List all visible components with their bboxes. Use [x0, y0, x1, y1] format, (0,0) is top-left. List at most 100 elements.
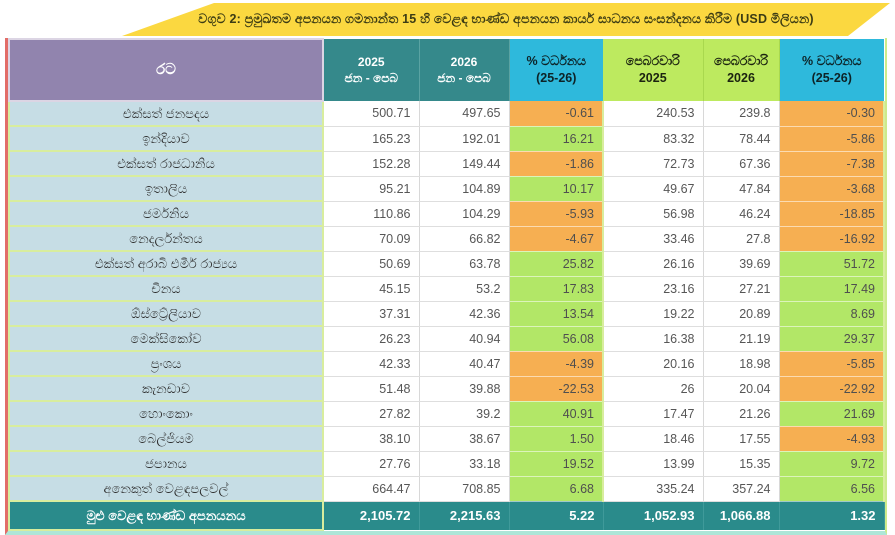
- export-value-cell: 78.44: [703, 126, 780, 152]
- export-value-cell: 53.2: [419, 276, 510, 302]
- export-value-cell: 19.22: [603, 301, 704, 327]
- export-value-cell: 13.99: [603, 451, 704, 477]
- growth-percent-cell: -4.67: [509, 226, 604, 252]
- export-value-cell: 17.55: [703, 426, 780, 452]
- total-value-cell: 1.32: [779, 501, 885, 530]
- export-value-cell: 149.44: [419, 151, 510, 177]
- table-frame: රට 2025 ජන - පෙබ 2026 ජන - පෙබ% වර්ධනය (25-26…: [5, 38, 887, 535]
- export-value-cell: 152.28: [323, 151, 420, 177]
- growth-percent-cell: -4.39: [509, 351, 604, 377]
- export-value-cell: 21.26: [703, 401, 780, 427]
- export-value-cell: 37.31: [323, 301, 420, 327]
- export-value-cell: 42.33: [323, 351, 420, 377]
- growth-percent-cell: 1.50: [509, 426, 604, 452]
- export-value-cell: 56.98: [603, 201, 704, 227]
- growth-percent-cell: -3.68: [779, 176, 885, 202]
- export-value-cell: 49.67: [603, 176, 704, 202]
- table-row: ජර්මනිය 110.86 104.29 -5.93 56.98 46.24 -18.85: [8, 200, 885, 227]
- table-row: හොංකොං 27.82 39.2 40.91 17.47 21.26 21.69: [8, 400, 885, 427]
- header-2025-jan-feb: 2025 ජන - පෙබ: [323, 39, 420, 101]
- export-value-cell: 27.82: [323, 401, 420, 427]
- header-row: රට 2025 ජන - පෙබ 2026 ජන - පෙබ% වර්ධනය (25-26…: [8, 38, 884, 102]
- growth-percent-cell: 19.52: [509, 451, 604, 477]
- export-value-cell: 104.89: [419, 176, 510, 202]
- export-value-cell: 50.69: [323, 251, 420, 277]
- export-value-cell: 39.2: [419, 401, 510, 427]
- country-cell: ප්‍රංශය: [8, 350, 324, 377]
- total-row: මුළු වෙළඳ භාණ්ඩ අපනයනය 2,105.72 2,215.63 5.…: [8, 500, 885, 531]
- growth-percent-cell: -22.92: [779, 376, 885, 402]
- growth-percent-cell: 56.08: [509, 326, 604, 352]
- export-value-cell: 66.82: [419, 226, 510, 252]
- growth-percent-cell: 9.72: [779, 451, 885, 477]
- export-value-cell: 27.8: [703, 226, 780, 252]
- export-value-cell: 26.23: [323, 326, 420, 352]
- export-value-cell: 39.88: [419, 376, 510, 402]
- export-value-cell: 95.21: [323, 176, 420, 202]
- export-value-cell: 51.48: [323, 376, 420, 402]
- total-value-cell: 1,066.88: [703, 501, 780, 530]
- export-value-cell: 357.24: [703, 476, 780, 502]
- export-value-cell: 500.71: [323, 101, 420, 127]
- export-value-cell: 40.47: [419, 351, 510, 377]
- table-body: එක්සත් ජනපදය 500.71 497.65 -0.61 240.53 239.8…: [8, 100, 885, 502]
- table-row: එක්සත් ජනපදය 500.71 497.65 -0.61 240.53 239.8…: [8, 100, 885, 127]
- table-row: බෙල්ජියම 38.10 38.67 1.50 18.46 17.55 -4.93: [8, 425, 885, 452]
- growth-percent-cell: -22.53: [509, 376, 604, 402]
- export-value-cell: 83.32: [603, 126, 704, 152]
- country-cell: එක්සත් ජනපදය: [8, 100, 324, 127]
- export-value-cell: 45.15: [323, 276, 420, 302]
- header-country: රට: [8, 38, 324, 102]
- export-value-cell: 47.84: [703, 176, 780, 202]
- export-value-cell: 27.21: [703, 276, 780, 302]
- table-row: නෙදර්ලන්තය 70.09 66.82 -4.67 33.46 27.8 -16.92: [8, 225, 885, 252]
- export-value-cell: 46.24: [703, 201, 780, 227]
- export-value-cell: 67.36: [703, 151, 780, 177]
- table-row: අනෙකුත් වෙළඳපලවල් 664.47 708.85 6.68 335.24 3…: [8, 475, 885, 502]
- country-cell: ඕස්ට්‍රේලියාව: [8, 300, 324, 327]
- export-value-cell: 18.46: [603, 426, 704, 452]
- export-value-cell: 40.94: [419, 326, 510, 352]
- export-value-cell: 708.85: [419, 476, 510, 502]
- export-value-cell: 70.09: [323, 226, 420, 252]
- header-growth-month: % වර්ධනය (25-26): [779, 39, 884, 101]
- export-value-cell: 42.36: [419, 301, 510, 327]
- table-title-banner: වගුව 2: ප්‍රමුඛතම අපනයන ගමනාන්ත 15 හි වෙ…: [122, 3, 890, 36]
- table-row: ප්‍රංශය 42.33 40.47 -4.39 20.16 18.98 -5.85: [8, 350, 885, 377]
- export-value-cell: 497.65: [419, 101, 510, 127]
- export-value-cell: 18.98: [703, 351, 780, 377]
- country-cell: ඉතාලිය: [8, 175, 324, 202]
- growth-percent-cell: 25.82: [509, 251, 604, 277]
- table-row: මෙක්සිකෝව 26.23 40.94 56.08 16.38 21.19 29.37: [8, 325, 885, 352]
- table-row: එක්සත් අරාබි එමීර් රාජ්‍යය 50.69 63.78 25.8…: [8, 250, 885, 277]
- export-value-cell: 110.86: [323, 201, 420, 227]
- country-cell: ජපානය: [8, 450, 324, 477]
- growth-percent-cell: -5.93: [509, 201, 604, 227]
- table-row: කැනඩාව 51.48 39.88 -22.53 26 20.04 -22.92: [8, 375, 885, 402]
- growth-percent-cell: 29.37: [779, 326, 885, 352]
- export-value-cell: 72.73: [603, 151, 704, 177]
- export-value-cell: 20.16: [603, 351, 704, 377]
- export-value-cell: 23.16: [603, 276, 704, 302]
- export-value-cell: 240.53: [603, 101, 704, 127]
- growth-percent-cell: 10.17: [509, 176, 604, 202]
- growth-percent-cell: 21.69: [779, 401, 885, 427]
- export-value-cell: 20.04: [703, 376, 780, 402]
- export-value-cell: 192.01: [419, 126, 510, 152]
- table-row: ඉන්දියාව 165.23 192.01 16.21 83.32 78.44 -5.86: [8, 125, 885, 152]
- table-header: රට 2025 ජන - පෙබ 2026 ජන - පෙබ% වර්ධනය (25-26…: [8, 38, 884, 102]
- country-cell: එක්සත් අරාබි එමීර් රාජ්‍යය: [8, 250, 324, 277]
- country-cell: නෙදර්ලන්තය: [8, 225, 324, 252]
- export-value-cell: 26.16: [603, 251, 704, 277]
- export-value-cell: 33.18: [419, 451, 510, 477]
- growth-percent-cell: 16.21: [509, 126, 604, 152]
- export-value-cell: 335.24: [603, 476, 704, 502]
- export-value-cell: 20.89: [703, 301, 780, 327]
- total-label-cell: මුළු වෙළඳ භාණ්ඩ අපනයනය: [8, 500, 324, 531]
- total-value-cell: 2,105.72: [323, 501, 420, 530]
- growth-percent-cell: 6.56: [779, 476, 885, 502]
- total-value-cell: 1,052.93: [603, 501, 704, 530]
- table-row: ඕස්ට්‍රේලියාව 37.31 42.36 13.54 19.22 20.89 8.…: [8, 300, 885, 327]
- country-cell: හොංකොං: [8, 400, 324, 427]
- country-cell: ඉන්දියාව: [8, 125, 324, 152]
